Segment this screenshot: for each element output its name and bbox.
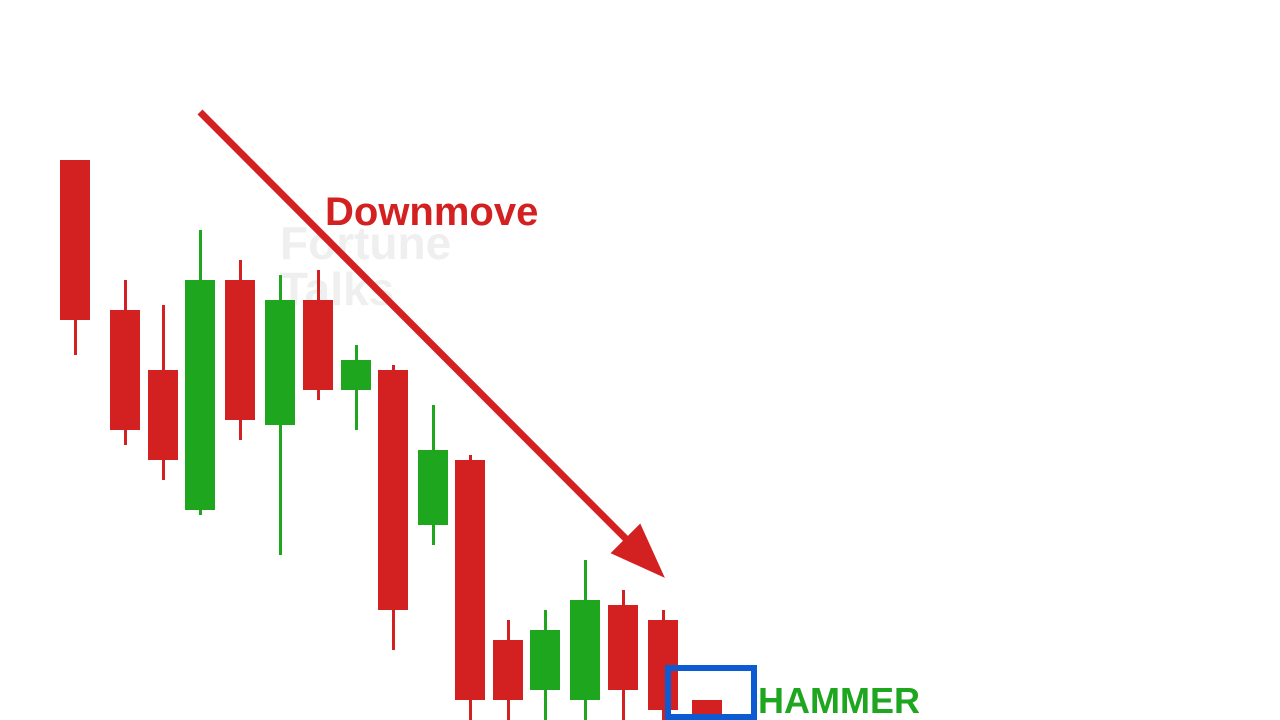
candlestick-chart: Fortune Talks Downmove HAMMER (0, 0, 1280, 720)
downmove-label: Downmove (325, 190, 538, 235)
hammer-highlight-box (665, 665, 757, 720)
hammer-label: HAMMER (758, 680, 920, 720)
